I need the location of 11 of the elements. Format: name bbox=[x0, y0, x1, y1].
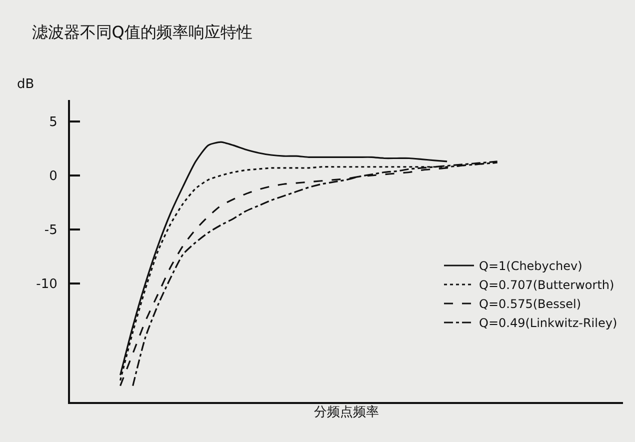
y-tick-label: -10 bbox=[36, 276, 58, 292]
legend-label: Q=0.575(Bessel) bbox=[479, 297, 582, 312]
chart-title: 滤波器不同Q值的频率响应特性 bbox=[32, 22, 252, 42]
x-axis-title: 分频点频率 bbox=[314, 404, 379, 420]
y-tick-label: 0 bbox=[49, 169, 58, 184]
y-tick-label: -5 bbox=[44, 222, 58, 238]
legend-label: Q=1(Chebychev) bbox=[479, 259, 582, 274]
legend-label: Q=0.49(Linkwitz-Riley) bbox=[479, 316, 618, 330]
legend-label: Q=0.707(Butterworth) bbox=[479, 278, 614, 292]
y-axis-title: dB bbox=[17, 77, 34, 92]
y-tick-label: 5 bbox=[49, 115, 58, 130]
